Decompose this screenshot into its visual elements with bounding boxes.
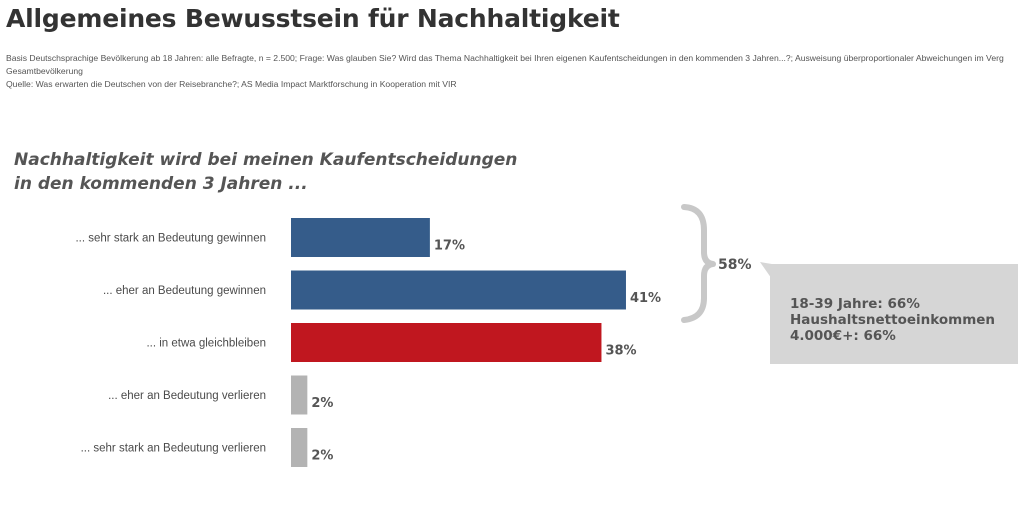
source-line: Quelle: Was erwarten die Deutschen von d… — [6, 79, 457, 89]
value-label: 2% — [311, 449, 333, 464]
callout-line-1: 18-39 Jahre: 66% — [790, 296, 920, 312]
callout-pointer — [760, 262, 784, 282]
basis-line: Basis Deutschsprachige Bevölkerung ab 18… — [6, 53, 1004, 63]
methodology-note: Basis Deutschsprachige Bevölkerung ab 18… — [6, 52, 1024, 91]
category-label: ... in etwa gleichbleiben — [146, 338, 266, 350]
value-label: 38% — [605, 344, 636, 359]
value-label: 41% — [630, 291, 661, 306]
question-line-2: in den kommenden 3 Jahren ... — [14, 174, 308, 194]
category-label: ... sehr stark an Bedeutung gewinnen — [75, 233, 266, 245]
bar — [291, 218, 430, 257]
page-title: Allgemeines Bewusstsein für Nachhaltigke… — [6, 4, 620, 33]
bracket-brace — [681, 204, 716, 323]
category-label: ... eher an Bedeutung verlieren — [108, 390, 266, 402]
bar — [291, 428, 308, 467]
category-label: ... eher an Bedeutung gewinnen — [103, 285, 266, 297]
chart-question: Nachhaltigkeit wird bei meinen Kaufentsc… — [14, 148, 517, 196]
callout-line-2: Haushaltsnettoeinkommen — [790, 312, 996, 328]
bar — [291, 270, 626, 310]
category-label: ... sehr stark an Bedeutung verlieren — [81, 443, 266, 455]
value-label: 2% — [311, 396, 333, 411]
value-label: 17% — [434, 239, 465, 254]
question-line-1: Nachhaltigkeit wird bei meinen Kaufentsc… — [14, 150, 518, 170]
callout-line-3: 4.000€+: 66% — [790, 328, 896, 344]
bar — [291, 375, 308, 415]
bracket-total-label: 58% — [718, 257, 752, 273]
callout-text: 18-39 Jahre: 66% Haushaltsnettoeinkommen… — [790, 296, 1020, 344]
bar — [291, 323, 602, 362]
basis-line-continued: Gesamtbevölkerung — [6, 66, 83, 76]
callout-box — [770, 264, 1018, 364]
